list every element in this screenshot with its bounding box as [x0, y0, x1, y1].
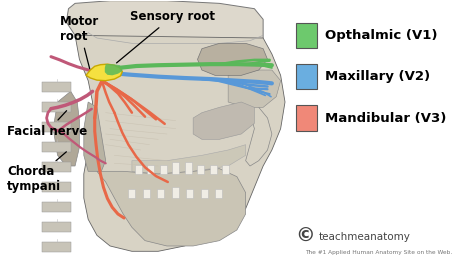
- Bar: [172, 187, 179, 198]
- Bar: [172, 162, 179, 174]
- Bar: [210, 165, 217, 174]
- Text: Facial nerve: Facial nerve: [7, 111, 88, 138]
- Bar: [222, 165, 229, 174]
- Bar: [296, 23, 317, 48]
- Bar: [147, 165, 154, 174]
- Polygon shape: [66, 1, 263, 54]
- Bar: [42, 182, 71, 192]
- Bar: [135, 165, 142, 174]
- Bar: [42, 142, 71, 152]
- Bar: [42, 242, 71, 252]
- Bar: [186, 189, 193, 198]
- Bar: [42, 122, 71, 132]
- Bar: [216, 189, 222, 198]
- Bar: [197, 165, 204, 174]
- Text: Sensory root: Sensory root: [117, 10, 215, 63]
- Text: Chorda
tympani: Chorda tympani: [7, 152, 66, 193]
- Bar: [157, 189, 164, 198]
- Bar: [296, 64, 317, 89]
- Polygon shape: [105, 64, 122, 75]
- Bar: [42, 222, 71, 232]
- Bar: [296, 105, 317, 131]
- Bar: [143, 189, 150, 198]
- Polygon shape: [228, 70, 281, 107]
- Polygon shape: [86, 64, 122, 81]
- Bar: [184, 162, 191, 174]
- Polygon shape: [132, 145, 246, 174]
- Bar: [128, 189, 135, 198]
- Bar: [42, 102, 71, 112]
- Polygon shape: [53, 91, 80, 166]
- Polygon shape: [198, 43, 267, 75]
- Text: teachmeanatomy: teachmeanatomy: [319, 232, 411, 242]
- Text: The #1 Applied Human Anatomy Site on the Web.: The #1 Applied Human Anatomy Site on the…: [305, 250, 452, 255]
- Bar: [201, 189, 208, 198]
- Text: ©: ©: [295, 227, 315, 246]
- Bar: [42, 82, 71, 92]
- Text: Opthalmic (V1): Opthalmic (V1): [325, 29, 438, 42]
- Bar: [160, 165, 166, 174]
- Polygon shape: [97, 169, 246, 246]
- Polygon shape: [75, 35, 285, 251]
- Polygon shape: [84, 102, 106, 171]
- Text: Mandibular (V3): Mandibular (V3): [325, 111, 446, 125]
- Bar: [42, 202, 71, 212]
- Polygon shape: [193, 102, 255, 139]
- Bar: [42, 162, 71, 172]
- Text: Motor
root: Motor root: [60, 15, 99, 69]
- Text: Maxillary (V2): Maxillary (V2): [325, 70, 430, 83]
